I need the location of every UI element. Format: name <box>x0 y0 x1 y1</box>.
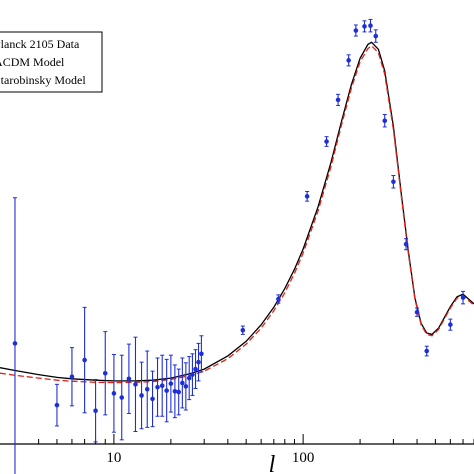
data-point <box>362 24 367 29</box>
data-point <box>172 388 178 394</box>
data-point <box>126 376 132 382</box>
data-point <box>102 370 108 376</box>
data-point <box>382 118 388 124</box>
data-point <box>139 393 144 398</box>
data-point <box>111 391 117 396</box>
data-point <box>150 396 155 402</box>
data-point <box>164 388 169 393</box>
lcdm-curve <box>0 41 474 382</box>
data-point <box>199 351 204 357</box>
data-point <box>460 295 466 300</box>
planck-data-points <box>12 18 466 474</box>
data-point <box>373 33 379 39</box>
data-point <box>190 372 195 377</box>
data-point <box>186 375 192 381</box>
data-point <box>353 28 359 33</box>
data-point <box>12 341 18 346</box>
data-point <box>144 386 150 392</box>
data-point <box>448 322 453 327</box>
data-point <box>335 97 341 103</box>
data-point <box>54 402 60 408</box>
data-point <box>159 383 165 389</box>
legend: Planck 2105 Data ΛCDM Model Starobinsky Mo… <box>0 31 103 93</box>
data-point <box>93 408 98 414</box>
x-axis-ticks: 10 100 <box>14 434 474 466</box>
data-point <box>69 374 75 380</box>
data-point <box>168 381 174 386</box>
x-tick-label: 100 <box>292 450 315 466</box>
legend-box <box>0 31 103 93</box>
legend-entry: ΛCDM Model <box>0 55 65 69</box>
x-axis-label: l <box>269 452 276 474</box>
data-point <box>240 327 246 333</box>
starobinsky-curve <box>0 44 474 384</box>
data-point <box>180 380 185 386</box>
data-point <box>176 389 182 395</box>
data-point <box>155 384 160 390</box>
data-point <box>346 58 351 63</box>
data-point <box>424 348 430 354</box>
data-point <box>304 194 310 199</box>
data-point <box>391 179 396 185</box>
data-point <box>183 384 189 389</box>
data-point <box>82 357 87 363</box>
x-tick-label: 10 <box>106 450 121 466</box>
data-point <box>119 395 125 400</box>
legend-entry: Starobinsky Model <box>0 73 86 87</box>
data-point <box>368 23 373 28</box>
legend-entry: Planck 2105 Data <box>0 37 80 51</box>
data-point <box>414 309 420 315</box>
data-point <box>403 241 409 247</box>
data-point <box>133 382 138 387</box>
data-point <box>196 359 201 365</box>
data-point <box>324 139 329 144</box>
model-curves <box>0 41 474 384</box>
data-point <box>276 296 281 302</box>
data-point <box>193 366 198 372</box>
